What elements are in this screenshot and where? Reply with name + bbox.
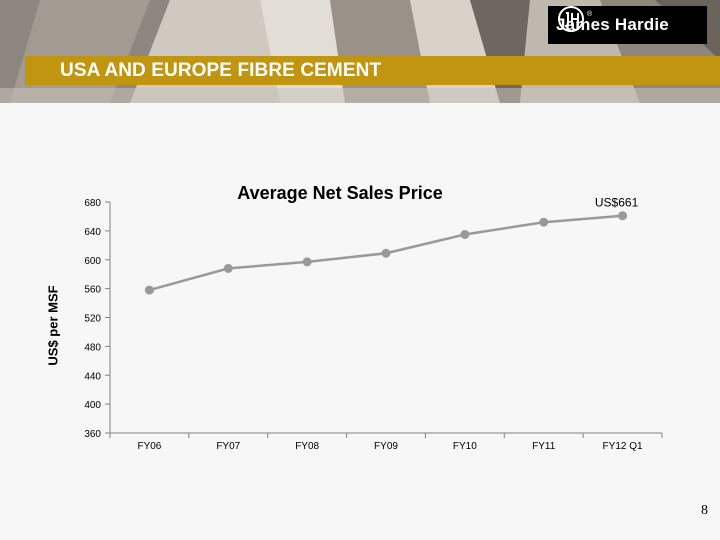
slide-title: USA AND EUROPE FIBRE CEMENT [60,60,382,81]
y-tick-label: 480 [84,342,101,353]
x-tick-label: FY10 [453,441,477,452]
data-point [381,248,391,258]
data-annotation: US$661 [595,196,639,210]
james-hardie-logo: ® James Hardie [548,6,707,44]
chart-title: Average Net Sales Price [237,183,443,203]
jh-monogram-icon [558,6,584,32]
x-tick-label: FY08 [295,441,319,452]
x-tick-label: FY12 Q1 [603,441,643,452]
data-point [539,217,549,227]
x-tick-label: FY09 [374,441,398,452]
title-banner [25,56,720,85]
y-tick-label: 680 [84,198,101,209]
y-tick-label: 520 [84,314,101,325]
data-point [302,257,312,267]
data-point [460,229,470,239]
y-tick-label: 640 [84,227,101,238]
x-tick-label: FY06 [137,441,161,452]
data-point [618,211,628,221]
x-tick-label: FY07 [216,441,240,452]
page-number: 8 [701,503,708,518]
y-tick-label: 600 [84,256,101,267]
data-point [144,285,154,295]
x-tick-label: FY11 [532,441,556,452]
y-tick-label: 440 [84,371,101,382]
y-tick-label: 360 [84,429,101,440]
data-point [223,263,233,273]
y-tick-label: 560 [84,285,101,296]
registered-mark: ® [587,11,593,18]
y-tick-label: 400 [84,400,101,411]
brand-name: James Hardie [556,15,669,34]
